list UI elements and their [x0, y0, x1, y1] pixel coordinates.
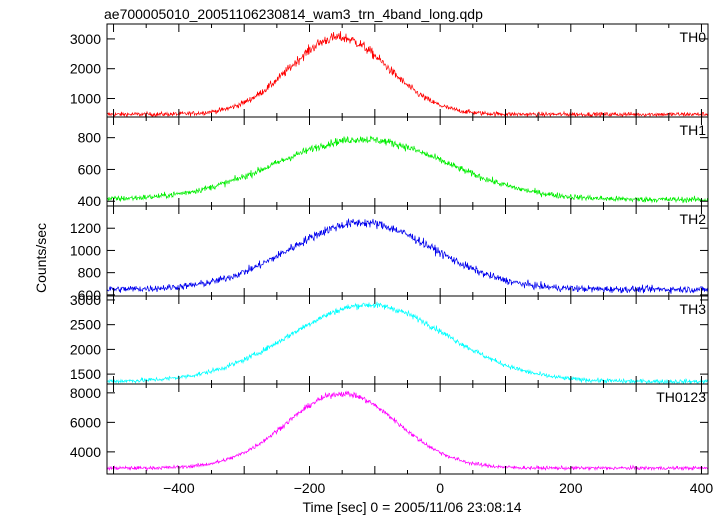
- panel-label-TH1: TH1: [680, 122, 707, 138]
- series-line-TH1: [107, 135, 708, 204]
- series-line-TH0123: [107, 390, 708, 472]
- y-tick-label: 2500: [70, 317, 101, 333]
- y-tick-label: 800: [78, 265, 102, 281]
- y-tick-label: 2000: [70, 341, 101, 357]
- x-tick-label: 0: [436, 480, 444, 496]
- x-axis-label: Time [sec] 0 = 2005/11/06 23:08:14: [302, 499, 521, 515]
- panel-frame-TH0: [106, 23, 709, 118]
- x-tick-label: −400: [163, 480, 195, 496]
- panel-label-TH0123: TH0123: [656, 389, 706, 405]
- panel-frame-TH0123: [106, 383, 709, 475]
- y-axis-label: Counts/sec: [33, 223, 49, 293]
- y-tick-label: 4000: [70, 444, 101, 460]
- y-tick-label: 400: [78, 193, 102, 209]
- panel-frame-TH2: [106, 205, 709, 297]
- y-tick-label: 1500: [70, 366, 101, 382]
- x-tick-label: −200: [294, 480, 326, 496]
- x-tick-label: 400: [690, 480, 714, 496]
- y-tick-label: 6000: [70, 414, 101, 430]
- panel-frame-TH3: [106, 295, 709, 385]
- y-tick-label: 8000: [70, 385, 101, 401]
- series-line-TH3: [107, 301, 708, 384]
- panel-frame-TH1: [106, 116, 709, 207]
- series-line-TH0: [107, 31, 708, 117]
- chart-title: ae700005010_20051106230814_wam3_trn_4ban…: [104, 6, 483, 22]
- y-tick-label: 800: [78, 130, 102, 146]
- y-tick-label: 600: [78, 161, 102, 177]
- y-tick-label: 2000: [70, 61, 101, 77]
- x-tick-label: 200: [559, 480, 583, 496]
- y-tick-label: 3000: [70, 292, 101, 308]
- y-tick-label: 600: [78, 287, 102, 303]
- panel-label-TH3: TH3: [680, 301, 707, 317]
- y-tick-label: 1000: [70, 242, 101, 258]
- series-line-TH2: [107, 218, 708, 294]
- y-tick-label: 1200: [70, 220, 101, 236]
- panel-label-TH2: TH2: [680, 211, 707, 227]
- y-tick-label: 1000: [70, 91, 101, 107]
- panel-label-TH0: TH0: [680, 29, 707, 45]
- y-tick-label: 3000: [70, 31, 101, 47]
